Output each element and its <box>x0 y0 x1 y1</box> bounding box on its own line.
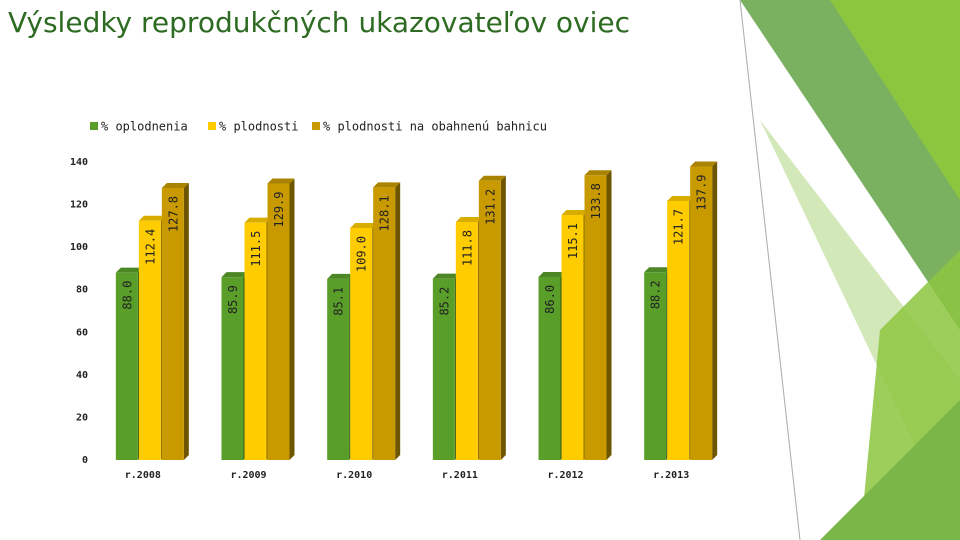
bar-top <box>138 215 166 221</box>
data-label: 112.4 <box>143 229 157 265</box>
bar <box>584 175 607 460</box>
y-tick-label: 20 <box>76 412 88 423</box>
bar <box>350 227 373 460</box>
y-tick-label: 120 <box>70 200 88 211</box>
bar <box>267 183 290 460</box>
x-tick-label: r.2010 <box>336 470 372 481</box>
legend-swatch <box>208 122 216 130</box>
data-label: 133.8 <box>589 183 603 219</box>
bar <box>538 276 561 460</box>
data-label: 121.7 <box>672 209 686 245</box>
bar <box>478 180 501 460</box>
y-tick-label: 100 <box>70 242 88 253</box>
bar-top <box>350 222 378 228</box>
bar-top <box>561 210 589 216</box>
bar-side <box>395 182 401 460</box>
data-label: 85.1 <box>332 287 346 316</box>
y-tick-label: 140 <box>70 157 88 168</box>
data-label: 88.0 <box>120 281 134 310</box>
bar <box>115 272 138 460</box>
chart-title: Výsledky reprodukčných ukazovateľov ovie… <box>8 6 630 39</box>
bar <box>432 278 455 460</box>
data-label: 128.1 <box>378 195 392 231</box>
bar <box>221 277 244 460</box>
bar <box>373 187 396 460</box>
data-label: 88.2 <box>649 280 663 309</box>
data-label: 85.2 <box>437 287 451 316</box>
data-label: 131.2 <box>483 189 497 225</box>
deco-line <box>739 0 801 540</box>
bar-top <box>690 161 718 167</box>
bar <box>327 278 350 460</box>
x-tick-label: r.2009 <box>230 470 266 481</box>
x-tick-label: r.2008 <box>125 470 161 481</box>
data-label: 129.9 <box>272 191 286 227</box>
bar-top <box>538 271 566 277</box>
bar <box>667 200 690 460</box>
data-label: 127.8 <box>166 196 180 232</box>
bar <box>561 215 584 460</box>
y-tick-label: 60 <box>76 327 88 338</box>
legend-label: % plodnosti <box>219 120 298 134</box>
data-label: 111.8 <box>460 230 474 266</box>
legend-label: % oplodnenia <box>101 120 188 134</box>
bar-top <box>373 182 401 188</box>
y-tick-label: 0 <box>82 455 88 466</box>
bar-top <box>327 273 355 279</box>
data-label: 137.9 <box>695 174 709 210</box>
deco-triangle <box>830 0 960 200</box>
y-tick-label: 40 <box>76 370 88 381</box>
bar <box>455 222 478 460</box>
bar-top <box>161 182 189 188</box>
x-tick-label: r.2012 <box>547 470 583 481</box>
bar-top <box>115 267 143 273</box>
data-label: 86.0 <box>543 285 557 314</box>
bar <box>244 222 267 460</box>
deco-triangle <box>820 400 960 540</box>
bar-top <box>244 217 272 223</box>
bar-top <box>267 178 295 184</box>
bar-top <box>667 195 695 201</box>
bar <box>161 187 184 460</box>
bar-top <box>584 170 612 176</box>
bar <box>138 220 161 460</box>
bar-top <box>644 267 672 273</box>
bar-top <box>478 175 506 181</box>
data-label: 115.1 <box>566 223 580 259</box>
decoration <box>739 0 960 540</box>
bar <box>644 272 667 460</box>
data-label: 85.9 <box>226 285 240 314</box>
x-tick-label: r.2013 <box>653 470 689 481</box>
bar-top <box>455 217 483 223</box>
data-label: 111.5 <box>249 231 263 267</box>
legend-swatch <box>312 122 320 130</box>
x-tick-label: r.2011 <box>442 470 478 481</box>
bar-top <box>221 272 249 278</box>
bar-side <box>500 175 506 460</box>
bar <box>690 166 713 460</box>
bar-side <box>712 161 718 460</box>
y-tick-label: 80 <box>76 285 88 296</box>
legend-swatch <box>90 122 98 130</box>
legend-label: % plodnosti na obahnenú bahnicu <box>323 120 547 134</box>
bar-top <box>432 273 460 279</box>
data-label: 109.0 <box>355 236 369 272</box>
bar-side <box>183 182 189 460</box>
bar-side <box>606 170 612 460</box>
bar-side <box>289 178 295 460</box>
